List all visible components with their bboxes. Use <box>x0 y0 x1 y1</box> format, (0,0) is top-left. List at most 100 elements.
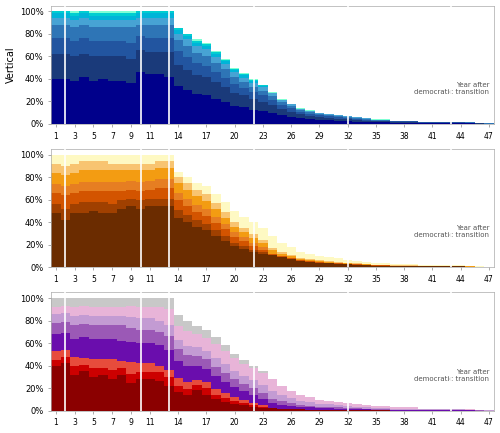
Bar <box>362 265 372 268</box>
Bar <box>183 199 192 206</box>
Bar <box>51 11 60 13</box>
Bar <box>60 313 70 322</box>
Bar <box>268 248 277 250</box>
Bar <box>108 56 117 81</box>
Bar <box>174 183 183 193</box>
Bar <box>154 366 164 372</box>
Bar <box>343 408 352 409</box>
Bar <box>117 307 126 316</box>
Bar <box>183 331 192 346</box>
Bar <box>296 114 306 119</box>
Bar <box>154 381 164 411</box>
Bar <box>202 216 211 224</box>
Bar <box>400 123 409 124</box>
Bar <box>286 108 296 112</box>
Bar <box>409 264 418 265</box>
Bar <box>286 406 296 409</box>
Bar <box>60 357 70 363</box>
Bar <box>117 316 126 325</box>
Bar <box>164 298 173 309</box>
Bar <box>98 298 108 307</box>
Bar <box>306 259 315 260</box>
Bar <box>400 266 409 268</box>
Bar <box>362 120 372 122</box>
Bar <box>315 262 324 263</box>
Bar <box>80 38 89 54</box>
Bar <box>164 13 173 18</box>
Bar <box>380 263 390 265</box>
Bar <box>108 359 117 370</box>
Bar <box>268 403 277 408</box>
Bar <box>220 202 230 213</box>
Bar <box>60 166 70 175</box>
Bar <box>258 102 268 111</box>
Bar <box>306 113 315 116</box>
Bar <box>80 54 89 77</box>
Bar <box>466 409 475 410</box>
Bar <box>60 220 70 268</box>
Bar <box>324 410 334 411</box>
Bar <box>334 116 343 117</box>
Bar <box>192 220 202 227</box>
Bar <box>89 211 98 268</box>
Bar <box>268 253 277 255</box>
Bar <box>146 307 154 318</box>
Bar <box>306 116 315 119</box>
Bar <box>136 49 145 72</box>
Bar <box>108 316 117 325</box>
Bar <box>89 171 98 182</box>
Bar <box>183 382 192 389</box>
Bar <box>136 379 145 411</box>
Bar <box>211 51 220 52</box>
Bar <box>268 391 277 399</box>
Bar <box>192 356 202 366</box>
Bar <box>220 58 230 60</box>
Bar <box>80 171 89 182</box>
Bar <box>211 209 220 216</box>
Bar <box>192 212 202 220</box>
Bar <box>80 365 89 372</box>
Bar <box>192 43 202 46</box>
Bar <box>352 117 362 118</box>
Bar <box>230 106 239 124</box>
Bar <box>296 395 306 401</box>
Bar <box>296 112 306 114</box>
Bar <box>277 115 286 124</box>
Bar <box>117 361 126 368</box>
Bar <box>240 232 249 237</box>
Bar <box>324 118 334 120</box>
Bar <box>117 191 126 200</box>
Bar <box>268 408 277 411</box>
Bar <box>286 409 296 411</box>
Bar <box>108 182 117 191</box>
Bar <box>183 57 192 70</box>
Bar <box>240 78 249 82</box>
Bar <box>164 162 173 168</box>
Bar <box>126 84 136 124</box>
Bar <box>466 267 475 268</box>
Bar <box>230 242 239 246</box>
Bar <box>400 409 409 410</box>
Bar <box>258 393 268 398</box>
Bar <box>174 51 183 65</box>
Bar <box>343 264 352 268</box>
Bar <box>211 395 220 399</box>
Bar <box>306 260 315 262</box>
Bar <box>202 56 211 66</box>
Bar <box>154 332 164 346</box>
Bar <box>230 77 239 84</box>
Bar <box>174 315 183 326</box>
Bar <box>240 360 249 364</box>
Bar <box>154 320 164 332</box>
Bar <box>249 403 258 405</box>
Bar <box>164 168 173 179</box>
Bar <box>437 123 446 124</box>
Bar <box>126 11 136 13</box>
Bar <box>372 123 380 124</box>
Bar <box>146 74 154 124</box>
Bar <box>146 191 154 199</box>
Bar <box>117 27 126 41</box>
Bar <box>98 56 108 79</box>
Bar <box>352 264 362 265</box>
Bar <box>70 16 80 20</box>
